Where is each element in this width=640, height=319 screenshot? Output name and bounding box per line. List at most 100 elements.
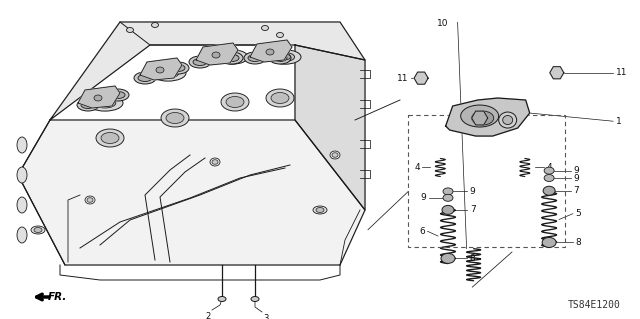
Ellipse shape: [210, 158, 220, 166]
Text: 8: 8: [470, 254, 476, 263]
Ellipse shape: [166, 113, 184, 123]
Ellipse shape: [273, 55, 287, 62]
Ellipse shape: [442, 205, 454, 214]
Ellipse shape: [544, 174, 554, 182]
Ellipse shape: [226, 97, 244, 108]
Ellipse shape: [276, 33, 284, 38]
Ellipse shape: [150, 65, 186, 81]
Ellipse shape: [99, 100, 111, 106]
Ellipse shape: [162, 70, 174, 76]
Ellipse shape: [248, 55, 262, 62]
Text: 7: 7: [573, 186, 579, 195]
Ellipse shape: [223, 53, 242, 61]
Text: FR.: FR.: [48, 292, 67, 302]
Ellipse shape: [275, 53, 294, 61]
Text: 4: 4: [547, 163, 552, 172]
Ellipse shape: [266, 89, 294, 107]
Ellipse shape: [244, 52, 266, 64]
Ellipse shape: [107, 89, 129, 101]
Ellipse shape: [111, 92, 125, 99]
Ellipse shape: [280, 54, 291, 60]
Text: 5: 5: [575, 209, 581, 218]
Bar: [408, 115, 565, 247]
Text: 1: 1: [616, 117, 622, 126]
Ellipse shape: [94, 95, 102, 101]
Ellipse shape: [96, 129, 124, 147]
Ellipse shape: [443, 188, 453, 195]
Ellipse shape: [94, 98, 116, 108]
Polygon shape: [250, 40, 292, 62]
Ellipse shape: [17, 227, 27, 243]
Ellipse shape: [87, 95, 123, 111]
Text: 11: 11: [397, 74, 408, 83]
Ellipse shape: [212, 160, 218, 164]
Ellipse shape: [499, 112, 516, 128]
Ellipse shape: [221, 93, 249, 111]
Ellipse shape: [193, 58, 207, 65]
Ellipse shape: [262, 26, 269, 31]
Text: 3: 3: [263, 314, 269, 319]
Polygon shape: [414, 72, 428, 84]
Ellipse shape: [330, 151, 340, 159]
Ellipse shape: [266, 49, 274, 55]
Polygon shape: [550, 67, 564, 79]
Polygon shape: [196, 43, 238, 65]
Ellipse shape: [157, 68, 179, 78]
Polygon shape: [472, 111, 488, 125]
Ellipse shape: [218, 296, 226, 301]
Ellipse shape: [171, 64, 185, 71]
Polygon shape: [445, 98, 530, 136]
Polygon shape: [140, 58, 182, 80]
Ellipse shape: [461, 105, 499, 127]
Text: 11: 11: [616, 68, 627, 77]
Ellipse shape: [101, 132, 119, 144]
Text: 9: 9: [573, 174, 579, 182]
Text: 6: 6: [419, 227, 425, 236]
Ellipse shape: [17, 197, 27, 213]
Ellipse shape: [81, 101, 95, 108]
Text: 8: 8: [575, 238, 581, 247]
Ellipse shape: [152, 23, 159, 27]
Ellipse shape: [316, 207, 324, 212]
Text: 7: 7: [470, 205, 476, 214]
Text: TS84E1200: TS84E1200: [568, 300, 621, 310]
Text: 9: 9: [573, 166, 579, 175]
Ellipse shape: [269, 50, 301, 64]
Ellipse shape: [127, 27, 134, 33]
Ellipse shape: [542, 237, 556, 248]
Ellipse shape: [313, 206, 327, 214]
Ellipse shape: [544, 167, 554, 174]
Ellipse shape: [17, 137, 27, 153]
Ellipse shape: [134, 72, 156, 84]
Ellipse shape: [472, 111, 493, 125]
Ellipse shape: [225, 55, 239, 62]
Ellipse shape: [271, 93, 289, 103]
Ellipse shape: [17, 167, 27, 183]
Ellipse shape: [87, 198, 93, 202]
Ellipse shape: [77, 99, 99, 111]
Ellipse shape: [227, 54, 237, 60]
Ellipse shape: [31, 226, 45, 234]
Ellipse shape: [443, 194, 453, 201]
Ellipse shape: [502, 115, 513, 124]
Polygon shape: [18, 120, 365, 265]
Ellipse shape: [441, 253, 455, 263]
Ellipse shape: [85, 196, 95, 204]
Ellipse shape: [167, 62, 189, 74]
Ellipse shape: [216, 50, 248, 64]
Ellipse shape: [189, 56, 211, 68]
Ellipse shape: [34, 227, 42, 233]
Ellipse shape: [156, 67, 164, 73]
Text: 9: 9: [420, 193, 426, 202]
Ellipse shape: [543, 186, 555, 195]
Polygon shape: [78, 86, 120, 108]
Text: 2: 2: [205, 312, 211, 319]
Ellipse shape: [221, 52, 243, 64]
Text: 4: 4: [414, 163, 420, 172]
Ellipse shape: [332, 153, 338, 157]
Ellipse shape: [138, 75, 152, 81]
Ellipse shape: [251, 296, 259, 301]
Ellipse shape: [212, 52, 220, 58]
Text: 9: 9: [470, 187, 476, 196]
Text: 10: 10: [436, 19, 448, 28]
